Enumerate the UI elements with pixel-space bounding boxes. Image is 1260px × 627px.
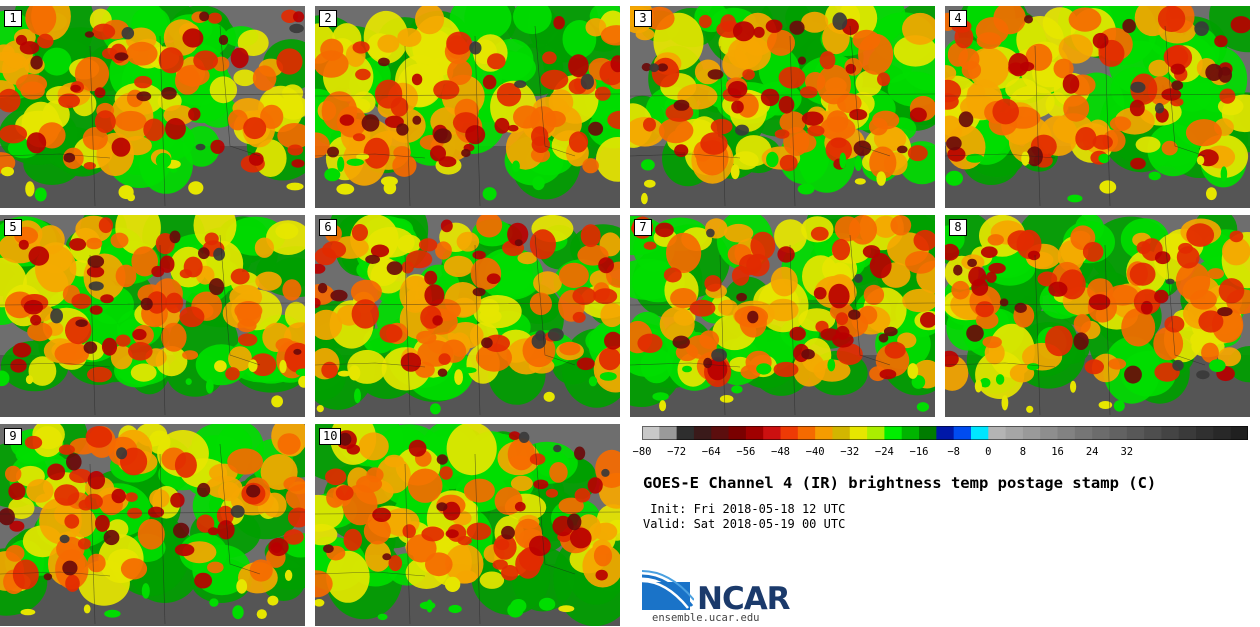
member-number-label: 10 <box>319 428 342 445</box>
ir-satellite-map <box>0 424 305 626</box>
colorbar-swatch <box>676 426 695 440</box>
ensemble-member-panel: 7 <box>630 215 935 417</box>
colorbar-swatch <box>1178 426 1197 440</box>
colorbar-swatch <box>1057 426 1076 440</box>
colorbar-swatch <box>797 426 816 440</box>
ncar-logo-icon <box>642 570 694 610</box>
colorbar-tick-label: 32 <box>1120 446 1134 458</box>
colorbar-swatch <box>832 426 851 440</box>
colorbar-tick-label: −8 <box>947 446 960 458</box>
member-number-label: 4 <box>949 10 967 27</box>
colorbar-swatch <box>901 426 920 440</box>
ensemble-member-panel: 9 <box>0 424 305 626</box>
ir-satellite-map <box>945 215 1250 417</box>
colorbar-swatch <box>728 426 747 440</box>
colorbar <box>642 426 1248 440</box>
colorbar-tick-label: 0 <box>985 446 992 458</box>
ir-satellite-map <box>945 6 1250 208</box>
colorbar-swatch <box>1161 426 1180 440</box>
colorbar-swatch <box>849 426 868 440</box>
colorbar-swatch <box>1126 426 1145 440</box>
colorbar-swatch <box>693 426 712 440</box>
ir-satellite-map <box>630 6 935 208</box>
ir-satellite-map <box>630 215 935 417</box>
colorbar-swatch <box>1074 426 1093 440</box>
valid-time: Valid: Sat 2018-05-19 00 UTC <box>643 517 846 531</box>
ensemble-member-panel: 4 <box>945 6 1250 208</box>
colorbar-swatch <box>1213 426 1232 440</box>
colorbar-tick-label: −24 <box>874 446 894 458</box>
colorbar-swatch <box>1230 426 1248 440</box>
colorbar-tick-label: 24 <box>1085 446 1099 458</box>
colorbar-swatch <box>919 426 937 440</box>
figure-title: GOES-E Channel 4 (IR) brightness temp po… <box>643 474 1157 492</box>
colorbar-tick-label: −64 <box>701 446 721 458</box>
member-number-label: 1 <box>4 10 22 27</box>
colorbar-swatch <box>763 426 782 440</box>
colorbar-tick-label: −80 <box>632 446 652 458</box>
ir-satellite-map <box>0 215 305 417</box>
ensemble-member-panel: 6 <box>315 215 620 417</box>
ensemble-member-panel: 5 <box>0 215 305 417</box>
ir-satellite-map <box>315 6 620 208</box>
colorbar-swatch <box>884 426 903 440</box>
init-time: Init: Fri 2018-05-18 12 UTC <box>643 502 846 516</box>
colorbar-tick-label: −16 <box>909 446 929 458</box>
colorbar-swatch <box>1040 426 1059 440</box>
colorbar-swatch <box>745 426 764 440</box>
ir-satellite-map <box>315 424 620 626</box>
member-number-label: 7 <box>634 219 652 236</box>
colorbar-swatch <box>659 426 678 440</box>
colorbar-swatch <box>953 426 972 440</box>
colorbar-swatch <box>815 426 833 440</box>
member-number-label: 5 <box>4 219 22 236</box>
ensemble-member-panel: 1 <box>0 6 305 208</box>
ir-satellite-map <box>315 215 620 417</box>
website-url[interactable]: ensemble.ucar.edu <box>652 612 760 624</box>
member-number-label: 8 <box>949 219 967 236</box>
colorbar-swatch <box>970 426 989 440</box>
colorbar-tick-label: −32 <box>840 446 860 458</box>
colorbar-swatch <box>1144 426 1162 440</box>
colorbar-swatch <box>780 426 799 440</box>
member-number-label: 3 <box>634 10 652 27</box>
member-number-label: 2 <box>319 10 337 27</box>
colorbar-swatch <box>1109 426 1128 440</box>
member-number-label: 9 <box>4 428 22 445</box>
colorbar-swatch <box>1005 426 1024 440</box>
colorbar-swatch <box>867 426 885 440</box>
colorbar-tick-label: 16 <box>1051 446 1064 458</box>
colorbar-swatch <box>988 426 1007 440</box>
member-number-label: 6 <box>319 219 337 236</box>
colorbar-tick-label: 8 <box>1019 446 1027 458</box>
colorbar-swatch <box>642 426 660 440</box>
colorbar-tick-label: −72 <box>667 446 687 458</box>
colorbar-swatch <box>1196 426 1214 440</box>
ensemble-member-panel: 3 <box>630 6 935 208</box>
colorbar-swatch <box>936 426 955 440</box>
ir-satellite-map <box>0 6 305 208</box>
ensemble-member-panel: 2 <box>315 6 620 208</box>
colorbar-tick-label: −40 <box>805 446 825 458</box>
colorbar-tick-label: −56 <box>736 446 756 458</box>
ensemble-member-panel: 8 <box>945 215 1250 417</box>
colorbar-swatch <box>1022 426 1041 440</box>
colorbar-tick-label: −48 <box>771 446 790 458</box>
colorbar-swatch <box>1092 426 1110 440</box>
ensemble-member-panel: 10 <box>315 424 620 626</box>
ncar-logo-text: NCAR <box>697 581 791 617</box>
colorbar-swatch <box>711 426 730 440</box>
